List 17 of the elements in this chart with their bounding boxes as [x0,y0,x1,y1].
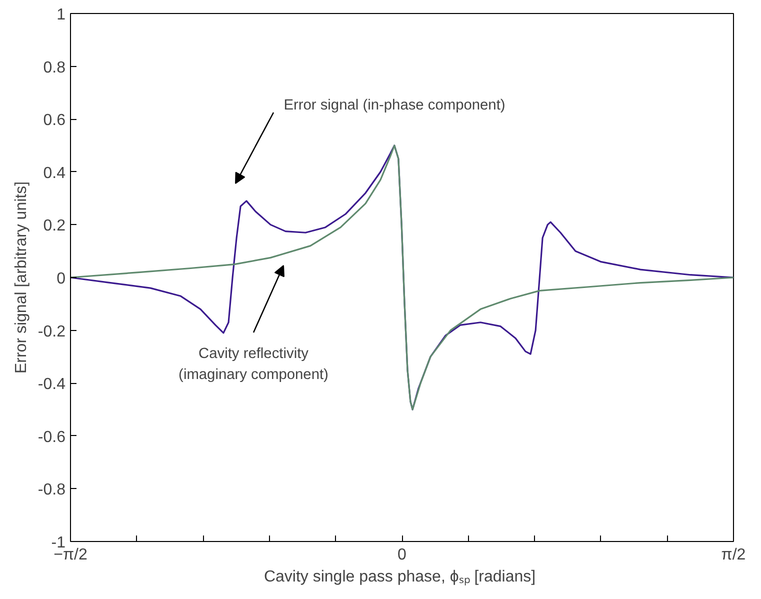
y-tick-label: -0.6 [38,428,66,446]
y-tick-label: 1 [56,6,66,24]
y-tick-label: 0 [56,270,66,288]
x-tick-label: 0 [398,546,407,564]
y-tick-label: 0.2 [43,218,66,235]
y-tick-label: 0.4 [43,164,66,182]
y-tick-label: -0.2 [38,323,66,340]
y-axis-title: Error signal [arbitrary units] [12,181,30,374]
x-tick-label: π/2 [721,546,746,564]
y-tick-label: -0.8 [38,482,66,499]
y-tick-label: -0.4 [38,376,66,394]
x-axis-title: Cavity single pass phase, ϕₛₚ [radians] [264,568,536,586]
y-tick-label: 0.6 [43,112,66,130]
line-series [70,144,734,410]
y-tick-label: 0.8 [43,59,66,76]
annotation: Cavity reflectivity (imaginary component) [178,346,328,383]
annotation: Error signal (in-phase component) [284,98,506,114]
